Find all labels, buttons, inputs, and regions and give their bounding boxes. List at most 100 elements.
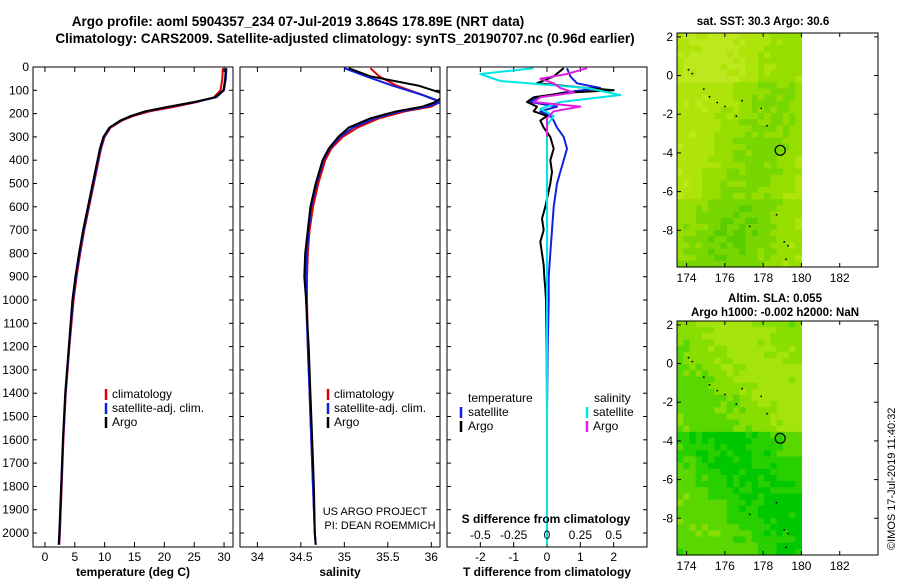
map-cell	[788, 125, 796, 133]
map-cell	[714, 230, 722, 237]
map-cell	[757, 487, 765, 495]
map-cell	[751, 407, 759, 414]
map-cell	[751, 186, 759, 194]
map-cell	[745, 45, 753, 53]
map-cell	[726, 51, 734, 59]
map-cell	[751, 82, 759, 90]
map-cell	[745, 186, 753, 194]
map-cell	[795, 321, 803, 328]
map-cell	[739, 333, 747, 341]
map-cell	[776, 339, 784, 347]
map-cell	[701, 462, 709, 470]
map-cell	[764, 230, 771, 237]
map-cell	[677, 125, 684, 133]
map-cell	[757, 518, 765, 525]
map-cell	[689, 76, 697, 83]
map-cell	[788, 113, 796, 120]
map-cell	[776, 468, 784, 476]
map-cell	[788, 382, 796, 390]
map-cell	[764, 505, 771, 513]
depth-tick-label: 200	[9, 107, 29, 121]
map-cell	[677, 211, 684, 219]
map-cell	[770, 45, 778, 53]
map-cell	[732, 413, 740, 421]
map-cell	[788, 88, 796, 96]
map-cell	[726, 242, 734, 250]
map-cell	[732, 493, 740, 501]
map-cell	[689, 82, 697, 90]
map-cell	[751, 39, 759, 46]
map-cell	[782, 162, 790, 170]
map-cell	[739, 131, 747, 139]
map-cell	[745, 462, 753, 470]
map-cell	[788, 493, 796, 501]
map-cell	[726, 150, 734, 157]
map-cell	[770, 321, 778, 328]
map-cell	[795, 69, 803, 77]
map-cell	[776, 242, 784, 250]
map-cell	[683, 174, 691, 182]
map-cell	[776, 254, 784, 262]
map-cell	[757, 205, 765, 213]
map-cell	[776, 542, 784, 550]
map-cell	[751, 57, 759, 65]
map-cell	[795, 223, 803, 231]
map-cell	[708, 106, 715, 114]
map-cell	[751, 357, 759, 365]
map-cell	[757, 137, 765, 145]
map-cell	[726, 456, 734, 464]
map-cell	[770, 370, 778, 378]
map-cell	[726, 345, 734, 353]
map-cell	[695, 518, 703, 525]
map-cell	[726, 425, 734, 433]
map-cell	[795, 180, 803, 188]
map-cell	[720, 150, 728, 157]
map-cell	[683, 505, 691, 513]
map-x-tick-label: 174	[677, 559, 697, 573]
map-cell	[764, 536, 771, 544]
map-cell	[757, 223, 765, 231]
map-cell	[726, 143, 734, 151]
map-cell	[795, 450, 803, 458]
map-cell	[739, 94, 747, 102]
map-cell	[782, 57, 790, 65]
map-cell	[732, 450, 740, 458]
map-cell	[695, 150, 703, 157]
map-cell	[782, 76, 790, 83]
map-cell	[695, 542, 703, 550]
map-cell	[788, 511, 796, 519]
map-cell	[745, 150, 753, 157]
sla-map-frame	[676, 320, 879, 556]
salinity-satellite-line	[479, 67, 622, 545]
map-cell	[764, 468, 771, 476]
map-cell	[708, 505, 715, 513]
map-cell	[776, 394, 784, 402]
map-cell	[677, 518, 684, 525]
map-cell	[751, 174, 759, 182]
map-cell	[770, 51, 778, 59]
map-cell	[683, 242, 691, 250]
map-cell	[764, 542, 771, 550]
map-cell	[757, 106, 765, 114]
map-cell	[739, 327, 747, 334]
map-cell	[757, 168, 765, 176]
map-cell	[720, 419, 728, 427]
map-cell	[689, 438, 697, 445]
map-cell	[782, 125, 790, 133]
map-cell	[751, 193, 759, 200]
map-cell	[739, 156, 747, 163]
map-cell	[788, 217, 796, 225]
map-cell	[739, 518, 747, 525]
map-cell	[689, 125, 697, 133]
map-cell	[720, 113, 728, 120]
map-cell	[708, 542, 715, 550]
map-cell	[701, 401, 709, 408]
map-cell	[708, 236, 715, 243]
legend-label: satellite-adj. clim.	[112, 401, 204, 415]
map-cell	[764, 248, 771, 256]
map-cell	[689, 137, 697, 145]
map-cell	[708, 193, 715, 200]
map-cell	[739, 63, 747, 71]
map-cell	[714, 113, 722, 120]
map-cell	[689, 100, 697, 108]
